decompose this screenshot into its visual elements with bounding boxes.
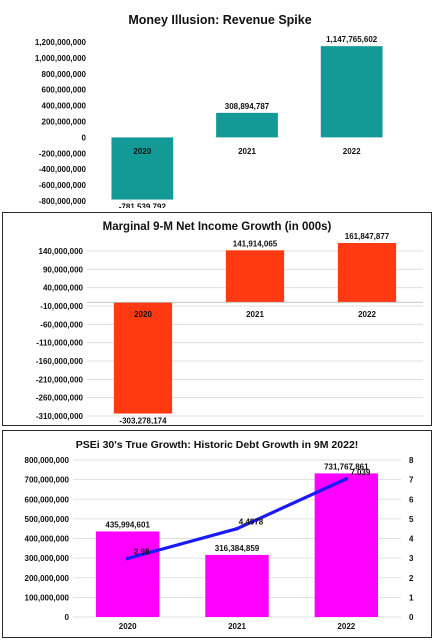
category-label-2022: 2022: [343, 147, 361, 156]
net-income-chart-panel: Marginal 9-M Net Income Growth (in 000s)…: [2, 212, 432, 426]
y2-tick-label: 7: [409, 476, 414, 485]
category-label-2021: 2021: [228, 622, 246, 631]
data-label-2022: 731,767,861: [324, 462, 369, 471]
category-label-2021: 2021: [238, 147, 256, 156]
data-label-2022: 1,147,765,602: [326, 35, 378, 44]
y2-tick-label: 3: [409, 554, 414, 563]
y-tick-label: -160,000,000: [36, 357, 84, 366]
category-label-2020: 2020: [133, 147, 151, 156]
category-label-2022: 2022: [358, 310, 376, 319]
y2-tick-label: 0: [409, 613, 414, 622]
y-tick-label: -260,000,000: [36, 394, 84, 403]
bar-2020: [111, 137, 174, 200]
bar-2022: [314, 473, 379, 617]
y-tick-label: -310,000,000: [36, 412, 84, 421]
y-tick-label: 140,000,000: [39, 247, 84, 256]
bar-2020: [95, 531, 160, 617]
data-label-2021: 316,384,859: [215, 544, 260, 553]
y2-tick-label: 2: [409, 574, 414, 583]
bar-2022: [337, 242, 397, 303]
y2-tick-label: 8: [409, 456, 414, 465]
bar-2021: [216, 112, 278, 138]
y-tick-label: 600,000,000: [25, 495, 70, 504]
y-tick-label: 800,000,000: [25, 456, 70, 465]
line-label-2020: 2.98: [134, 548, 150, 557]
chart-title: Money Illusion: Revenue Spike: [128, 13, 311, 27]
y-tick-label: -110,000,000: [36, 339, 83, 348]
chart-title: PSEi 30's True Growth: Historic Debt Gro…: [76, 439, 359, 451]
y-tick-label: 40,000,000: [43, 284, 84, 293]
y-tick-label: 600,000,000: [42, 86, 87, 95]
y-tick-label: 0: [65, 613, 70, 622]
bar-2021: [205, 554, 269, 617]
data-label-2022: 161,847,877: [345, 232, 390, 241]
y-tick-label: 400,000,000: [25, 535, 70, 544]
y-tick-label: -210,000,000: [36, 375, 84, 384]
data-label-2021: 141,914,065: [233, 239, 278, 248]
bar-2022: [320, 46, 383, 138]
y-tick-label: 200,000,000: [42, 118, 87, 127]
y-tick-label: -200,000,000: [39, 149, 87, 158]
net-income-chart: Marginal 9-M Net Income Growth (in 000s)…: [36, 221, 423, 424]
bar-2021: [225, 250, 285, 303]
y-tick-label: -60,000,000: [40, 320, 83, 329]
y-tick-label: 300,000,000: [25, 554, 70, 563]
line-label-2021: 4.4978: [239, 518, 264, 527]
data-label-2021: 308,894,787: [225, 102, 270, 111]
y-tick-label: 500,000,000: [25, 515, 70, 524]
chart-title: Marginal 9-M Net Income Growth (in 000s): [103, 221, 332, 233]
data-label-2020: -303,278,174: [119, 417, 167, 424]
revenue-chart: Money Illusion: Revenue Spike 1,200,000,…: [35, 13, 383, 208]
line-point-2021: [235, 526, 239, 531]
data-label-2020: 435,994,601: [105, 520, 150, 529]
y2-tick-label: 4: [409, 535, 414, 544]
y2-tick-label: 6: [409, 495, 414, 504]
y-tick-label: 0: [82, 133, 87, 142]
y-tick-label: -600,000,000: [39, 181, 87, 190]
bar-2020: [113, 302, 173, 414]
y-tick-label: 700,000,000: [25, 476, 70, 485]
y-tick-label: 90,000,000: [43, 265, 84, 274]
y-tick-label: 800,000,000: [42, 70, 87, 79]
y2-tick-label: 1: [409, 593, 414, 602]
y-tick-label: 1,200,000,000: [35, 38, 87, 47]
category-label-2020: 2020: [119, 622, 137, 631]
line-point-2022: [344, 477, 349, 481]
debt-growth-chart-panel: PSEi 30's True Growth: Historic Debt Gro…: [2, 430, 432, 638]
y-tick-label: 200,000,000: [25, 574, 70, 583]
y-tick-label: -400,000,000: [39, 165, 87, 174]
y-tick-label: 100,000,000: [25, 593, 70, 602]
line-label-2022: 7.039: [350, 468, 371, 477]
line-point-2020: [125, 556, 130, 561]
category-label-2022: 2022: [337, 622, 355, 631]
y-tick-label: 1,000,000,000: [35, 54, 87, 63]
category-label-2021: 2021: [246, 310, 264, 319]
debt-growth-chart: PSEi 30's True Growth: Historic Debt Gro…: [25, 439, 415, 631]
y-tick-label: -800,000,000: [39, 197, 87, 206]
data-label-2020: -781,539,792: [119, 203, 167, 208]
y-tick-label: 400,000,000: [42, 102, 87, 111]
category-label-2020: 2020: [134, 310, 152, 319]
y2-tick-label: 5: [409, 515, 414, 524]
y-tick-label: -10,000,000: [40, 302, 83, 311]
revenue-chart-panel: Money Illusion: Revenue Spike 1,200,000,…: [2, 2, 432, 208]
